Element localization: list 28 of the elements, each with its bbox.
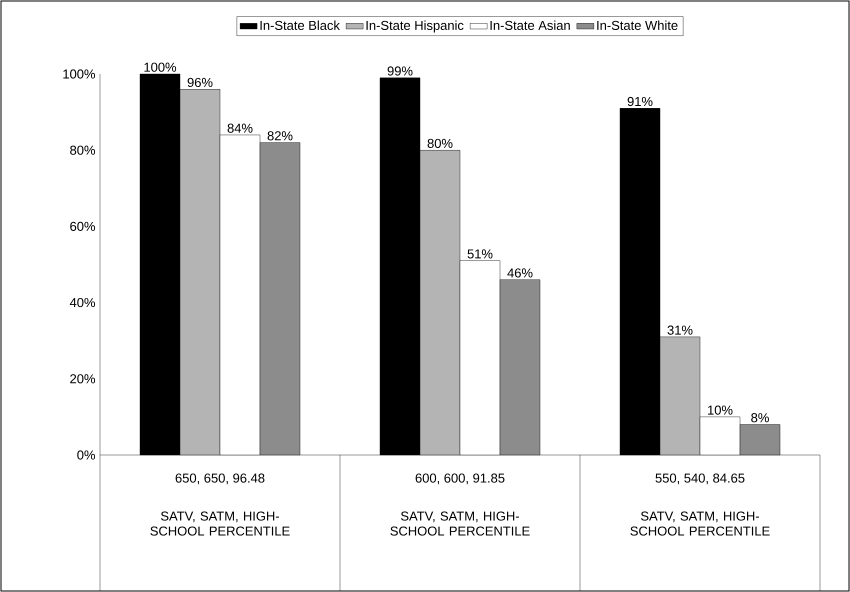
legend-label: In-State Hispanic [366, 20, 464, 33]
data-label: 51% [468, 249, 493, 258]
data-label: 10% [708, 406, 733, 415]
text: SATV, SATM, HIGH-SCHOOL PERCENTILE [150, 512, 290, 536]
y-tick-label: 20% [70, 374, 96, 384]
data-label: 91% [628, 96, 653, 106]
data-label: 96% [188, 78, 213, 88]
y-tick-label: 0% [77, 450, 96, 460]
data-label: 8% [751, 413, 769, 422]
data-label: 99% [388, 66, 413, 76]
data-label: 46% [507, 268, 533, 278]
y-tick-label: 80% [70, 146, 96, 155]
data-label: 84% [228, 124, 253, 133]
data-label: 80% [428, 138, 453, 148]
x-tick-label: 650, 650, 96.48 [176, 474, 264, 484]
y-tick-label: 40% [70, 298, 96, 308]
legend-label: In-State Asian [490, 20, 570, 30]
data-label: 82% [268, 131, 293, 140]
data-label: 31% [668, 326, 693, 335]
text: SATV, SATM, HIGH-SCHOOL PERCENTILE [630, 512, 770, 536]
text: SATV, SATM, HIGH-SCHOOL PERCENTILE [390, 512, 530, 536]
x-tick-label: 600, 600, 91.85 [416, 474, 504, 484]
legend-label: In-State White [597, 20, 678, 30]
x-tick-label: 550, 540, 84.65 [656, 474, 744, 484]
legend-label: In-State Black [260, 20, 340, 30]
y-tick-label: 60% [70, 222, 96, 231]
y-tick-label: 100% [63, 69, 96, 79]
data-label: 100% [144, 62, 176, 72]
